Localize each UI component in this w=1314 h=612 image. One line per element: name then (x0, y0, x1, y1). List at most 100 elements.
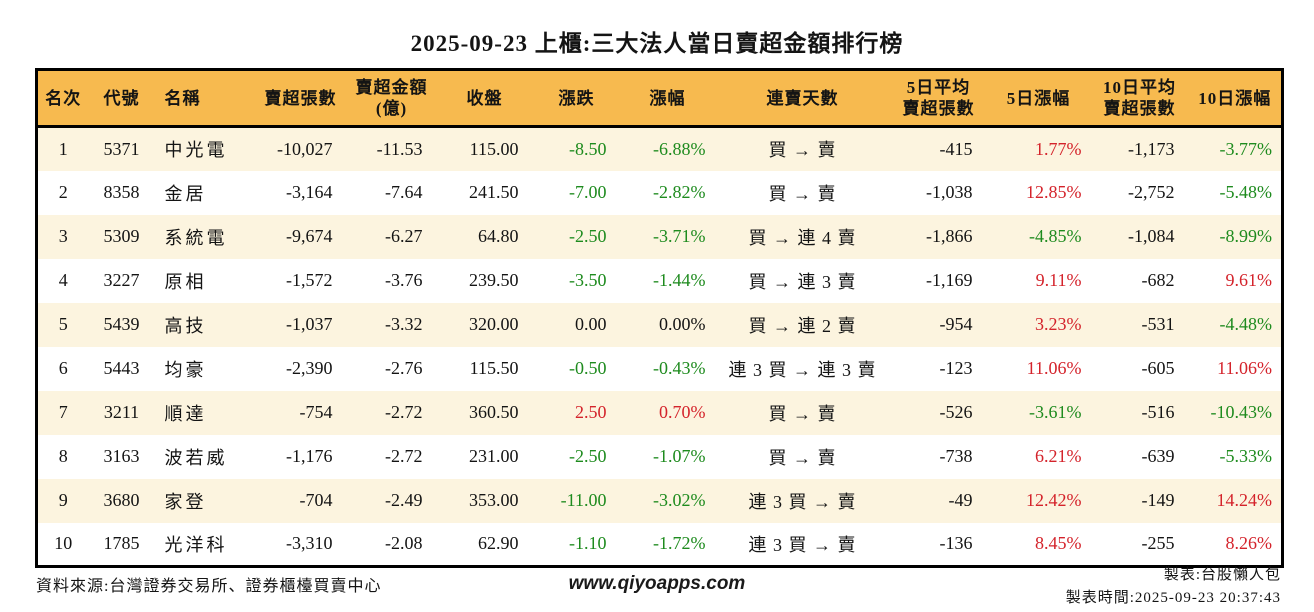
cell-avg5-net-sell: -136 (939, 533, 973, 554)
cell-pct10: 11.06% (1217, 358, 1272, 378)
cell-change-pct: -3.02% (653, 490, 706, 510)
cell-change-pct: 0.70% (659, 402, 706, 422)
cell-net-sell-volume: -1,037 (286, 314, 333, 334)
cell-streak: 連 3 買 → 賣 (748, 491, 857, 512)
cell-name: 原相 (164, 271, 207, 292)
cell-avg5-net-sell: -1,866 (926, 226, 973, 246)
cell-close: 231.00 (469, 446, 519, 466)
table-row: 6 5443 均豪 -2,390 -2.76 115.50 -0.50 -0.43% 連 3 買… (36, 346, 1283, 391)
cell-change-pct: -3.71% (653, 226, 706, 246)
cell-avg10-net-sell: -639 (1141, 446, 1175, 466)
cell-rank: 4 (58, 270, 68, 290)
cell-name: 家登 (164, 491, 207, 512)
cell-change: -3.50 (569, 270, 607, 290)
cell-change-pct: -0.43% (653, 358, 706, 378)
cell-streak: 買 → 連 3 賣 (748, 271, 857, 292)
cell-close: 353.00 (469, 490, 519, 510)
table-header: 名次 代號 名稱 賣超張數 賣超金額 (億) 收盤 漲跌 漲幅 連賣天數 5日平均 賣超張數 5日漲幅 1… (36, 69, 1283, 127)
cell-avg5-net-sell: -954 (939, 314, 973, 334)
cell-rank: 1 (58, 138, 68, 159)
cell-name: 順達 (164, 403, 207, 424)
credit-block: 製表:台股懶人包 製表時間:2025-09-23 20:37:43 (1066, 564, 1281, 610)
table-body: 1 5371 中光電 -10,027 -11.53 115.00 -8.50 -6.88% 買 … (36, 126, 1283, 567)
table-row: 1 5371 中光電 -10,027 -11.53 115.00 -8.50 -6.88% 買 … (36, 126, 1283, 171)
column-header-avg10-net-sell: 10日平均 賣超張數 (1103, 78, 1176, 118)
cell-avg5-net-sell: -1,038 (926, 182, 973, 202)
website-text: www.qiyoapps.com (568, 573, 746, 594)
column-header-code: 代號 (103, 88, 140, 108)
column-header-name: 名稱 (164, 88, 201, 108)
cell-avg10-net-sell: -605 (1141, 358, 1175, 378)
cell-streak: 買 → 賣 (768, 403, 837, 424)
cell-rank: 2 (58, 182, 68, 202)
cell-code: 1785 (103, 533, 140, 554)
cell-avg5-net-sell: -123 (939, 358, 973, 378)
cell-pct10: 8.26% (1225, 533, 1273, 554)
column-header-streak: 連賣天數 (766, 88, 839, 108)
cell-net-sell-volume: -3,310 (286, 533, 333, 554)
cell-streak: 連 3 買 → 賣 (748, 534, 857, 555)
cell-change: -1.10 (569, 533, 607, 554)
cell-pct5: 6.21% (1035, 446, 1082, 466)
cell-net-sell-amount: -2.08 (385, 533, 423, 554)
cell-net-sell-volume: -2,390 (286, 358, 333, 378)
cell-close: 239.50 (469, 270, 519, 290)
cell-pct5: 12.85% (1026, 182, 1082, 202)
cell-net-sell-amount: -2.72 (385, 402, 423, 422)
cell-avg10-net-sell: -1,173 (1128, 138, 1175, 159)
cell-pct5: 11.06% (1026, 358, 1082, 378)
cell-close: 360.50 (469, 402, 519, 422)
cell-name: 金居 (164, 183, 207, 204)
table-row: 4 3227 原相 -1,572 -3.76 239.50 -3.50 -1.44% 買 → 連… (36, 258, 1283, 303)
table-row: 7 3211 順達 -754 -2.72 360.50 2.50 0.70% 買 → 賣 -526… (36, 390, 1283, 435)
cell-pct5: -3.61% (1029, 402, 1082, 422)
cell-streak: 買 → 賣 (768, 140, 837, 161)
data-source-note: 資料來源:台灣證券交易所、證券櫃檯買賣中心 (36, 578, 382, 595)
cell-avg5-net-sell: -738 (939, 446, 973, 466)
cell-close: 320.00 (469, 314, 519, 334)
page-title: 2025-09-23 上櫃:三大法人當日賣超金額排行榜 (410, 31, 904, 56)
cell-change-pct: -1.72% (653, 533, 706, 554)
cell-net-sell-amount: -2.72 (385, 446, 423, 466)
table-row: 8 3163 波若威 -1,176 -2.72 231.00 -2.50 -1.07% 買 → … (36, 434, 1283, 479)
cell-streak: 買 → 賣 (768, 447, 837, 468)
cell-net-sell-amount: -11.53 (376, 138, 423, 159)
cell-avg10-net-sell: -1,084 (1128, 226, 1175, 246)
cell-close: 115.50 (469, 358, 519, 378)
cell-change-pct: -1.07% (653, 446, 706, 466)
cell-change: -7.00 (569, 182, 607, 202)
cell-close: 115.00 (469, 138, 519, 159)
cell-code: 3163 (103, 446, 140, 466)
table-row: 3 5309 系統電 -9,674 -6.27 64.80 -2.50 -3.71% 買 → 連… (36, 214, 1283, 259)
cell-close: 241.50 (469, 182, 519, 202)
cell-avg5-net-sell: -1,169 (926, 270, 973, 290)
cell-avg10-net-sell: -149 (1141, 490, 1175, 510)
cell-pct10: -5.48% (1219, 182, 1273, 202)
cell-net-sell-amount: -2.49 (385, 490, 423, 510)
cell-streak: 買 → 連 4 賣 (748, 227, 857, 248)
cell-avg5-net-sell: -526 (939, 402, 973, 422)
column-header-close: 收盤 (466, 88, 503, 108)
cell-rank: 10 (54, 533, 73, 554)
cell-streak: 買 → 連 2 賣 (748, 315, 857, 336)
cell-net-sell-amount: -3.32 (385, 314, 423, 334)
cell-change: -2.50 (569, 226, 607, 246)
cell-rank: 8 (58, 446, 68, 466)
cell-change-pct: -6.88% (653, 138, 706, 159)
cell-code: 5309 (103, 226, 140, 246)
cell-name: 波若威 (164, 447, 228, 468)
cell-pct5: 8.45% (1035, 533, 1082, 554)
cell-pct10: 14.24% (1216, 490, 1273, 510)
cell-net-sell-volume: -1,572 (286, 270, 333, 290)
cell-change-pct: 0.00% (659, 314, 706, 334)
column-header-net-sell-amount: 賣超金額 (億) (355, 78, 428, 118)
cell-pct5: 12.42% (1026, 490, 1082, 510)
cell-change-pct: -2.82% (653, 182, 706, 202)
cell-rank: 3 (58, 226, 68, 246)
cell-name: 中光電 (164, 140, 228, 161)
cell-avg5-net-sell: -49 (948, 490, 973, 510)
cell-name: 均豪 (164, 359, 207, 380)
column-header-rank: 名次 (45, 88, 82, 108)
cell-change: -0.50 (569, 358, 607, 378)
